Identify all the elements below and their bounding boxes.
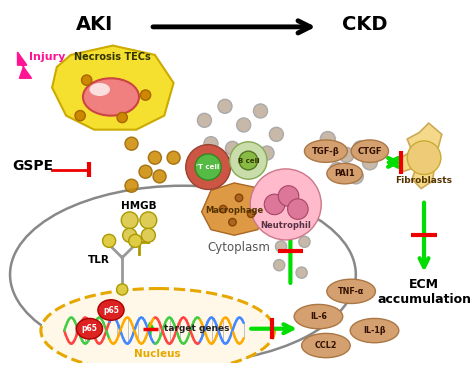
Text: CTGF: CTGF — [357, 147, 382, 156]
Ellipse shape — [327, 279, 375, 303]
Circle shape — [153, 170, 166, 183]
Circle shape — [129, 234, 142, 248]
Circle shape — [241, 155, 255, 170]
Circle shape — [140, 90, 151, 100]
Circle shape — [260, 146, 274, 160]
Circle shape — [125, 137, 138, 150]
Circle shape — [237, 118, 251, 132]
Text: HMGB: HMGB — [121, 201, 157, 211]
Polygon shape — [52, 45, 173, 130]
Text: GSPE: GSPE — [12, 159, 53, 173]
Circle shape — [123, 228, 137, 242]
Ellipse shape — [351, 140, 389, 162]
Circle shape — [339, 147, 354, 162]
Circle shape — [226, 141, 239, 155]
Text: p65: p65 — [103, 306, 119, 315]
Circle shape — [320, 132, 335, 147]
Circle shape — [140, 212, 157, 229]
Circle shape — [230, 142, 267, 179]
Circle shape — [329, 162, 345, 177]
Circle shape — [250, 169, 321, 240]
Text: IL-1β: IL-1β — [363, 326, 386, 335]
Circle shape — [254, 104, 267, 118]
Circle shape — [219, 206, 227, 213]
Circle shape — [141, 228, 155, 242]
Text: TNF-α: TNF-α — [338, 287, 364, 296]
Polygon shape — [18, 52, 32, 78]
Ellipse shape — [41, 288, 274, 373]
Text: Necrosis TECs: Necrosis TECs — [74, 52, 151, 62]
Circle shape — [75, 111, 85, 121]
Circle shape — [235, 194, 243, 202]
Text: IL-6: IL-6 — [310, 312, 327, 321]
Circle shape — [229, 219, 236, 226]
Text: target genes: target genes — [164, 324, 230, 333]
Circle shape — [247, 210, 255, 218]
Circle shape — [264, 194, 285, 215]
Ellipse shape — [327, 163, 362, 184]
Circle shape — [299, 236, 310, 248]
Circle shape — [117, 112, 128, 123]
Circle shape — [125, 179, 138, 192]
Circle shape — [186, 145, 230, 189]
Text: B cell: B cell — [237, 158, 259, 164]
Circle shape — [269, 128, 283, 141]
Text: PAI1: PAI1 — [334, 169, 355, 178]
Circle shape — [348, 169, 363, 184]
Text: Macrophage: Macrophage — [205, 207, 264, 216]
Circle shape — [139, 165, 152, 178]
Ellipse shape — [294, 304, 343, 329]
Text: Fibroblasts: Fibroblasts — [395, 176, 453, 185]
Circle shape — [82, 75, 92, 85]
Circle shape — [362, 155, 377, 170]
Circle shape — [353, 141, 368, 156]
Circle shape — [167, 151, 180, 164]
Ellipse shape — [98, 300, 124, 320]
Circle shape — [275, 241, 287, 252]
Text: ECM
accumulation: ECM accumulation — [377, 278, 471, 306]
Text: TGF-β: TGF-β — [312, 147, 340, 156]
Text: 'T cell: 'T cell — [196, 164, 220, 170]
Circle shape — [117, 284, 128, 295]
Ellipse shape — [83, 78, 139, 116]
Circle shape — [239, 151, 258, 170]
Ellipse shape — [301, 333, 350, 358]
Circle shape — [197, 113, 211, 128]
Circle shape — [102, 234, 116, 248]
Circle shape — [296, 267, 307, 278]
Circle shape — [407, 141, 441, 174]
Text: Cytoplasm: Cytoplasm — [208, 241, 271, 254]
Polygon shape — [201, 183, 267, 235]
Text: CCL2: CCL2 — [315, 341, 337, 350]
Circle shape — [288, 199, 308, 219]
Ellipse shape — [76, 318, 102, 339]
Circle shape — [148, 151, 162, 164]
Circle shape — [278, 186, 299, 206]
Text: Nucleus: Nucleus — [135, 349, 181, 359]
Text: CKD: CKD — [342, 15, 388, 34]
Circle shape — [195, 154, 221, 180]
Polygon shape — [401, 123, 442, 189]
Text: Neutrophil: Neutrophil — [260, 221, 311, 230]
Text: Injury: Injury — [29, 52, 65, 62]
Circle shape — [204, 136, 218, 151]
Text: TLR: TLR — [88, 255, 110, 265]
Ellipse shape — [304, 140, 347, 162]
Text: p65: p65 — [82, 324, 98, 333]
Circle shape — [121, 212, 138, 229]
Ellipse shape — [90, 83, 110, 96]
Circle shape — [273, 260, 285, 271]
Circle shape — [218, 99, 232, 113]
Ellipse shape — [350, 318, 399, 343]
Text: AKI: AKI — [75, 15, 113, 34]
